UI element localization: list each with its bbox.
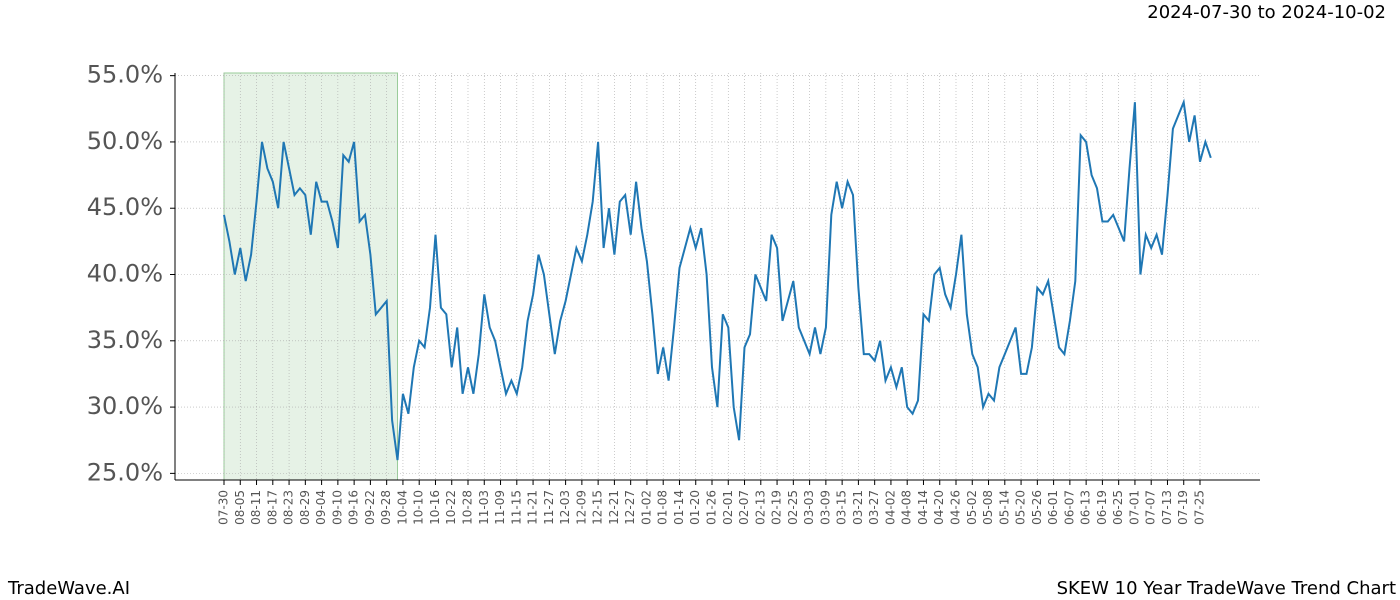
x-tick-label: 01-26 bbox=[705, 490, 719, 525]
x-tick-label: 12-21 bbox=[607, 490, 621, 525]
x-tick-label: 02-01 bbox=[721, 490, 735, 525]
x-tick-label: 07-19 bbox=[1176, 490, 1190, 525]
x-tick-label: 04-02 bbox=[883, 490, 897, 525]
chart-subtitle: 2024-07-30 to 2024-10-02 bbox=[1147, 2, 1386, 23]
x-tick-label: 11-21 bbox=[526, 490, 540, 525]
x-tick-label: 04-14 bbox=[916, 490, 930, 525]
x-tick-label: 07-13 bbox=[1160, 490, 1174, 525]
x-tick-label: 04-08 bbox=[900, 490, 914, 525]
x-tick-label: 03-09 bbox=[818, 490, 832, 525]
x-tick-label: 04-26 bbox=[949, 490, 963, 525]
chart-title: SKEW 10 Year TradeWave Trend Chart bbox=[1057, 578, 1396, 599]
x-tick-label: 10-10 bbox=[412, 490, 426, 525]
x-tick-label: 12-03 bbox=[558, 490, 572, 525]
x-tick-label: 11-09 bbox=[493, 490, 507, 525]
x-tick-label: 10-16 bbox=[428, 490, 442, 525]
highlight-band bbox=[223, 72, 399, 481]
x-tick-label: 05-14 bbox=[997, 490, 1011, 525]
x-tick-label: 06-19 bbox=[1095, 490, 1109, 525]
y-tick-label: 25.0% bbox=[87, 458, 163, 486]
x-tick-label: 09-04 bbox=[314, 490, 328, 525]
x-tick-label: 03-15 bbox=[835, 490, 849, 525]
x-tick-label: 07-07 bbox=[1144, 490, 1158, 525]
brand: TradeWave.AI bbox=[7, 578, 130, 599]
x-tick-label: 01-08 bbox=[656, 490, 670, 525]
y-tick-label: 40.0% bbox=[87, 260, 163, 288]
x-tick-label: 02-19 bbox=[770, 490, 784, 525]
x-tick-label: 08-05 bbox=[233, 490, 247, 525]
x-tick-label: 04-20 bbox=[932, 490, 946, 525]
x-tick-label: 05-08 bbox=[981, 490, 995, 525]
x-tick-label: 02-13 bbox=[753, 490, 767, 525]
x-tick-label: 01-02 bbox=[639, 490, 653, 525]
x-tick-label: 06-07 bbox=[1062, 490, 1076, 525]
x-tick-label: 03-03 bbox=[802, 490, 816, 525]
x-tick-label: 05-20 bbox=[1014, 490, 1028, 525]
x-tick-label: 11-15 bbox=[509, 490, 523, 525]
x-tick-label: 12-09 bbox=[574, 490, 588, 525]
y-tick-label: 35.0% bbox=[87, 326, 163, 354]
x-tick-label: 05-02 bbox=[965, 490, 979, 525]
x-tick-label: 08-23 bbox=[282, 490, 296, 525]
x-tick-label: 11-27 bbox=[542, 490, 556, 525]
x-tick-label: 01-20 bbox=[688, 490, 702, 525]
x-tick-label: 08-11 bbox=[249, 490, 263, 525]
x-tick-label: 06-13 bbox=[1079, 490, 1093, 525]
y-tick-label: 30.0% bbox=[87, 392, 163, 420]
x-tick-label: 07-25 bbox=[1193, 490, 1207, 525]
x-tick-label: 03-27 bbox=[867, 490, 881, 525]
x-tick-label: 07-01 bbox=[1127, 490, 1141, 525]
x-tick-label: 02-07 bbox=[737, 490, 751, 525]
x-tick-label: 11-03 bbox=[477, 490, 491, 525]
x-tick-label: 03-21 bbox=[851, 490, 865, 525]
x-tick-label: 06-01 bbox=[1046, 490, 1060, 525]
x-tick-label: 12-27 bbox=[623, 490, 637, 525]
x-tick-label: 07-30 bbox=[217, 490, 231, 525]
x-tick-label: 10-22 bbox=[444, 490, 458, 525]
x-tick-label: 09-10 bbox=[330, 490, 344, 525]
x-tick-label: 09-22 bbox=[363, 490, 377, 525]
y-tick-label: 45.0% bbox=[87, 193, 163, 221]
x-tick-label: 12-15 bbox=[591, 490, 605, 525]
x-tick-label: 02-25 bbox=[786, 490, 800, 525]
x-tick-label: 10-28 bbox=[461, 490, 475, 525]
x-tick-label: 08-29 bbox=[298, 490, 312, 525]
x-tick-label: 01-14 bbox=[672, 490, 686, 525]
x-tick-label: 10-04 bbox=[395, 490, 409, 525]
y-tick-label: 50.0% bbox=[87, 127, 163, 155]
y-tick-label: 55.0% bbox=[87, 61, 163, 89]
x-tick-label: 09-16 bbox=[347, 490, 361, 525]
data-line bbox=[223, 98, 1212, 461]
x-tick-label: 09-28 bbox=[379, 490, 393, 525]
x-tick-label: 05-26 bbox=[1030, 490, 1044, 525]
x-tick-label: 08-17 bbox=[265, 490, 279, 525]
x-tick-label: 06-25 bbox=[1111, 490, 1125, 525]
